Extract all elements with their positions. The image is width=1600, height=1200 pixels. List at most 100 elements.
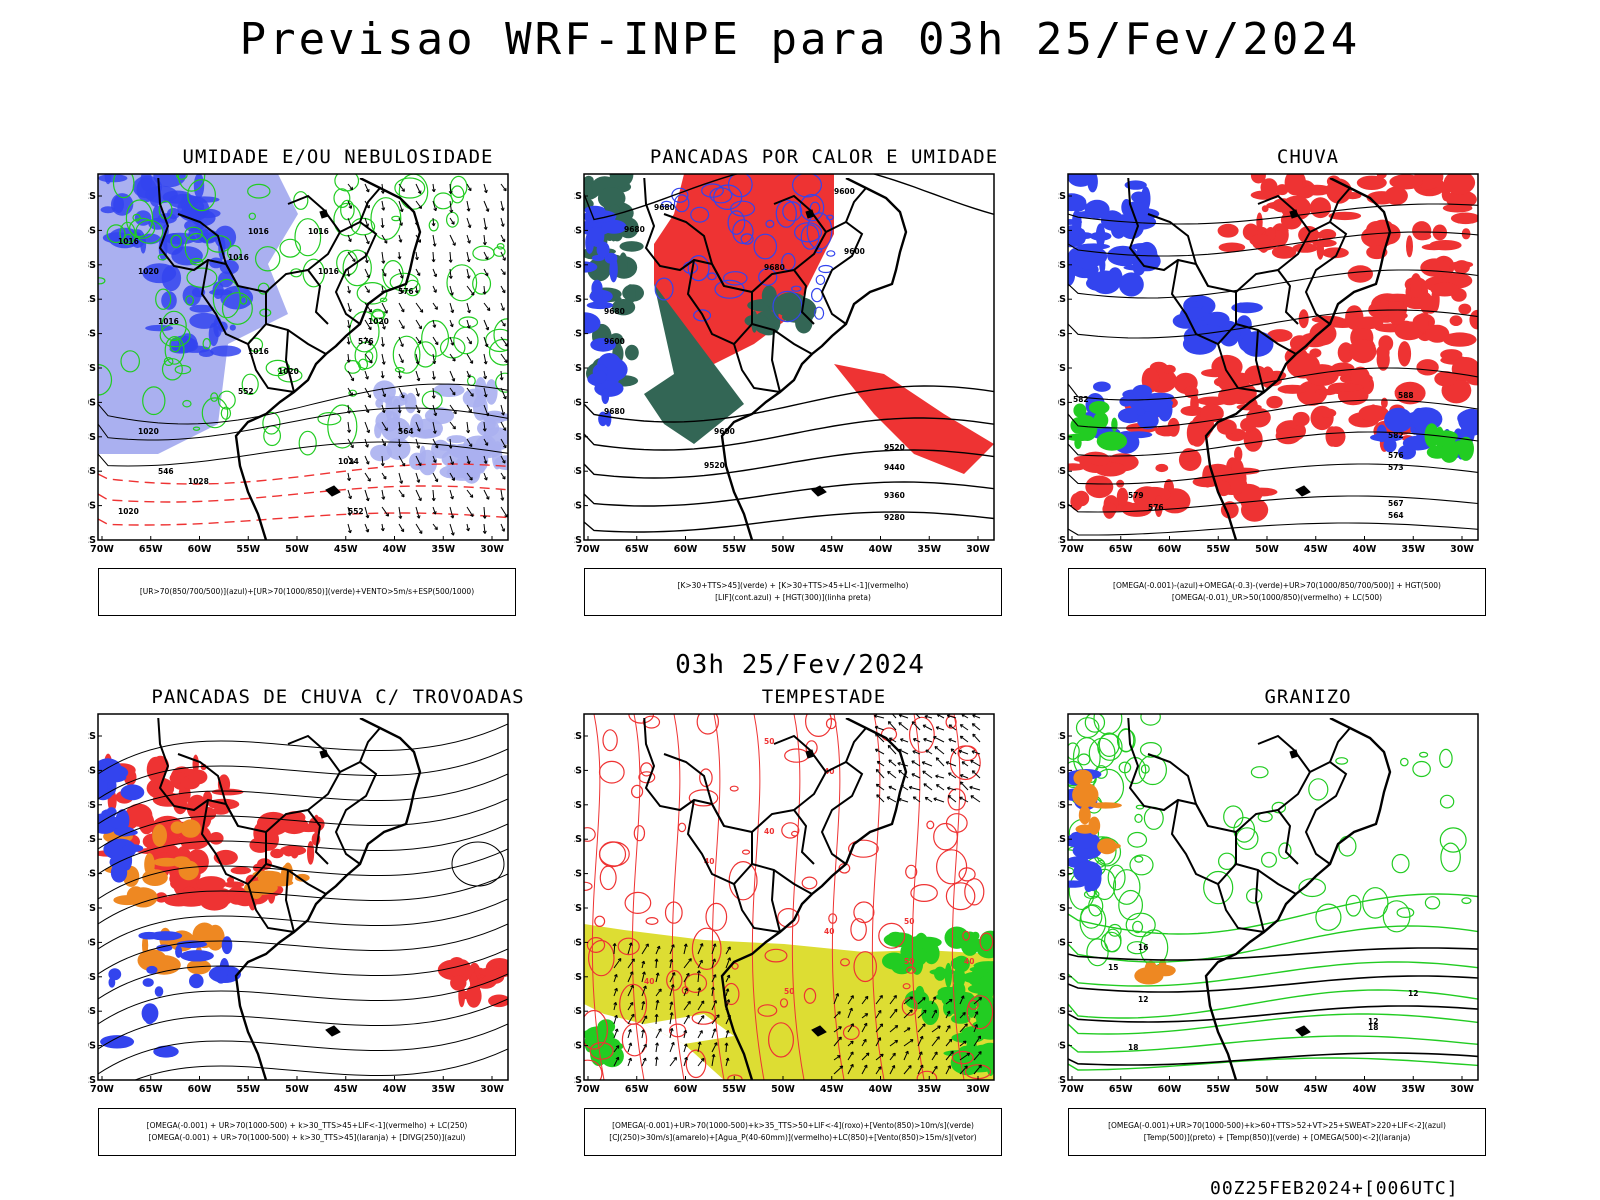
contour-label: 1020: [138, 427, 159, 436]
contour-label: 50: [904, 917, 914, 926]
lat-tick-label: 15S: [574, 765, 582, 776]
lat-tick-label: 30S: [88, 397, 96, 408]
contour-label: 1028: [188, 477, 209, 486]
legend-box: [OMEGA(-0.001) + UR>70(1000-500) + k>30_…: [98, 1108, 516, 1156]
lat-tick-label: 18S: [1058, 800, 1066, 811]
contour-label: 12: [1408, 989, 1418, 998]
lon-tick-label: 65W: [625, 544, 649, 555]
lat-tick-label: 21S: [1058, 294, 1066, 305]
contour-label: 9360: [884, 491, 905, 500]
lat-tick-label: 15S: [574, 225, 582, 236]
lat-tick-label: 42S: [1058, 1075, 1066, 1086]
lon-tick-label: 50W: [771, 1084, 795, 1095]
contour-label: 576: [1388, 451, 1404, 460]
lon-tick-label: 45W: [820, 1084, 844, 1095]
lat-tick-label: 36S: [88, 466, 96, 477]
lat-tick-label: 30S: [1058, 397, 1066, 408]
coastline-layer: [1127, 718, 1392, 1081]
lat-tick-label: 39S: [574, 501, 582, 512]
contour-label: 9520: [704, 461, 725, 470]
contour-label: 588: [1398, 391, 1414, 400]
lon-tick-label: 45W: [820, 544, 844, 555]
contour-label: 576: [358, 337, 374, 346]
legend-line: [OMEGA(-0.001)+UR>70(1000-500)+k>60+TTS>…: [1108, 1121, 1446, 1130]
map-frame: [583, 713, 995, 1081]
lon-tick-label: 55W: [236, 1084, 260, 1095]
map-tempestade: 5040405040504040504012S15S18S21S24S27S30…: [574, 713, 995, 1095]
lat-tick-label: 42S: [1058, 535, 1066, 546]
lon-tick-label: 35W: [1401, 1084, 1425, 1095]
lat-tick-label: 24S: [88, 329, 96, 340]
legend-line: [K>30+TTS>45](verde) + [K>30+TTS>45+LI<-…: [677, 581, 909, 590]
lon-tick-label: 65W: [139, 1084, 163, 1095]
lat-tick-label: 21S: [1058, 834, 1066, 845]
lat-tick-label: 18S: [574, 800, 582, 811]
map-pancadas-trovoadas: 12S 15S 18S 21S 24S 27S 30S 33S 36S 39S 42S70W 65W 6…: [88, 713, 509, 1095]
contour-label: 16: [1138, 943, 1148, 952]
contour-label: 9600: [604, 337, 625, 346]
contour-label: 50: [784, 987, 794, 996]
lon-tick-label: 50W: [1255, 544, 1279, 555]
coastline-layer: [157, 178, 422, 541]
lat-tick-label: 15S: [1058, 765, 1066, 776]
panel-title: PANCADAS POR CALOR E UMIDADE: [649, 146, 999, 168]
lon-tick-label: 55W: [722, 544, 746, 555]
contour-label: 552: [238, 387, 254, 396]
lat-tick-label: 27S: [1058, 903, 1066, 914]
lat-tick-label: 27S: [1058, 363, 1066, 374]
contour-label: 50: [904, 957, 914, 966]
contour-label: 1016: [248, 227, 269, 236]
lat-tick-label: 33S: [574, 972, 582, 983]
lon-tick-label: 45W: [334, 544, 358, 555]
legend-line: [OMEGA(-0.01)_UR>50(1000/850)(vermelho) …: [1171, 593, 1383, 602]
lat-tick-label: 24S: [574, 869, 582, 880]
lat-tick-label: 21S: [574, 294, 582, 305]
lat-tick-label: 24S: [1058, 329, 1066, 340]
lat-tick-label: 18S: [1058, 260, 1066, 271]
contour-label: 576: [1148, 503, 1164, 512]
lat-tick-label: 33S: [1058, 972, 1066, 983]
lon-tick-label: 50W: [285, 1084, 309, 1095]
contour-label: 1016: [158, 317, 179, 326]
lon-tick-label: 60W: [1158, 1084, 1182, 1095]
legend-line: [OMEGA(-0.001) + UR>70(1000-500) + k>30_…: [148, 1133, 466, 1142]
lon-tick-label: 45W: [334, 1084, 358, 1095]
contour-label: 40: [704, 857, 714, 866]
contour-label: 579: [1128, 491, 1144, 500]
contour-label: 9600: [834, 187, 855, 196]
lon-tick-label: 60W: [1158, 544, 1182, 555]
lat-tick-label: 12S: [574, 191, 582, 202]
contour-label: 18: [1368, 1023, 1378, 1032]
lon-tick-label: 70W: [1060, 1084, 1084, 1095]
panel-granizo: GRANIZO 1615121212181812S15S18S21S24S27S…: [1058, 686, 1558, 1166]
contour-label: 564: [1388, 511, 1404, 520]
contour-label: 40: [964, 957, 974, 966]
lon-tick-label: 60W: [674, 544, 698, 555]
contour-label: 9680: [654, 203, 675, 212]
panel-chuva: CHUVA 588 582 582 576 573 567 564 579 576 12S 15S 1…: [1058, 146, 1558, 626]
lat-tick-label: 12S: [1058, 191, 1066, 202]
lat-tick-label: 33S: [1058, 432, 1066, 443]
lat-tick-label: 12S: [574, 731, 582, 742]
lon-tick-label: 70W: [90, 1084, 114, 1095]
lon-tick-label: 35W: [431, 544, 455, 555]
contour-label: 9680: [624, 225, 645, 234]
lat-tick-label: 36S: [1058, 466, 1066, 477]
coastline-layer: [643, 178, 908, 541]
lat-tick-label: 12S: [88, 191, 96, 202]
contour-label: 582: [1388, 431, 1404, 440]
lat-tick-label: 15S: [88, 225, 96, 236]
contour-label: 1020: [118, 507, 139, 516]
lon-tick-label: 40W: [869, 544, 893, 555]
lat-tick-label: 33S: [88, 972, 96, 983]
lon-tick-label: 55W: [722, 1084, 746, 1095]
map-frame: [1067, 173, 1479, 541]
map-frame: [97, 713, 509, 1081]
lat-tick-label: 27S: [574, 363, 582, 374]
contour-label: 12: [1138, 995, 1148, 1004]
panel-tempestade: TEMPESTADE 5040405040504040504012S15S18S…: [574, 686, 1074, 1166]
coastline-layer: [157, 718, 422, 1081]
lon-tick-label: 40W: [869, 1084, 893, 1095]
contour-label: 18: [1128, 1043, 1138, 1052]
contour-label: 50: [764, 737, 774, 746]
